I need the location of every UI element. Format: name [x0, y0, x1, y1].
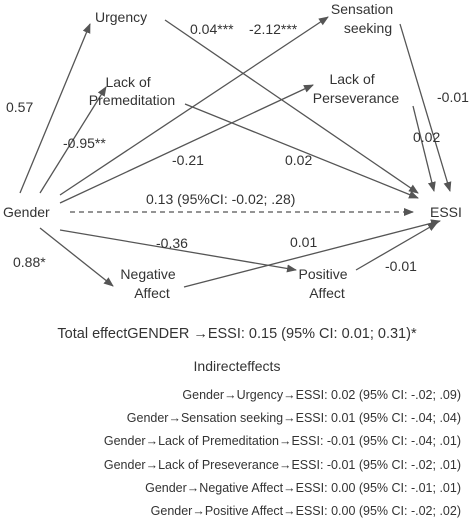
coef-gender-sensation-seeking: -2.12*** [249, 21, 298, 37]
mediation-diagram: Gender ESSI Urgency Sensation seeking La… [3, 1, 469, 301]
node-negative-affect-line1: Negative [120, 266, 175, 282]
node-negative-affect-line2: Affect [134, 285, 170, 301]
node-lack-of-perseverance-line1: Lack of [329, 71, 374, 87]
node-essi: ESSI [430, 204, 462, 220]
arrow-premeditation-essi [184, 103, 419, 199]
node-lack-of-premeditation-line1: Lack of [105, 74, 150, 90]
node-lack-of-premeditation: Lack of Premeditation [89, 74, 175, 108]
node-lack-of-perseverance: Lack of Perseverance [313, 71, 400, 106]
path-arrows [19, 16, 452, 288]
coef-gender-perseverance: -0.21 [172, 152, 204, 168]
arrow-gender-negative-affect [39, 227, 114, 287]
node-labels: Gender ESSI Urgency Sensation seeking La… [3, 1, 462, 301]
coef-negative-affect-essi: 0.01 [290, 234, 317, 250]
arrow-negative-affect-essi [183, 219, 441, 288]
node-sensation-seeking: Sensation seeking [331, 1, 397, 36]
coef-premeditation-essi: 0.02 [285, 152, 312, 168]
indirect-effects-title: Indirecteffects [193, 358, 281, 374]
node-urgency: Urgency [95, 9, 147, 25]
node-lack-of-premeditation-line2: Premeditation [89, 92, 175, 108]
coef-gender-premeditation: -0.95** [63, 135, 106, 151]
coef-perseverance-essi: 0.02 [413, 129, 440, 145]
total-effect: Total effectGENDER →ESSI: 0.15 (95% CI: … [57, 326, 417, 342]
arrow-perseverance-essi [412, 105, 436, 192]
coef-positive-affect-essi: -0.01 [385, 258, 417, 274]
arrow-gender-urgency [19, 23, 91, 194]
indirect-effect-urgency: Gender→Urgency→ESSI: 0.02 (95% CI: -.02;… [182, 388, 461, 402]
coef-gender-positive-affect: -0.36 [156, 235, 188, 251]
arrow-positive-affect-essi [355, 222, 438, 271]
indirect-effect-premeditation: Gender→Lack of Premeditation→ESSI: -0.01… [103, 434, 461, 449]
coef-urgency-essi: 0.04*** [190, 21, 234, 37]
path-coefficients: 0.57 -0.95** 0.88* -2.12*** -0.21 -0.36 … [6, 21, 469, 274]
coef-gender-urgency: 0.57 [6, 99, 33, 115]
coef-gender-negative-affect: 0.88* [13, 254, 46, 270]
indirect-effect-positive-affect: Gender→Positive Affect→ESSI: 0.00 (95% C… [150, 503, 461, 518]
arrow-gender-perseverance [59, 84, 314, 204]
node-sensation-seeking-line2: seeking [344, 20, 392, 36]
arrow-gender-positive-affect [59, 229, 297, 273]
indirect-effect-perseverance: Gender→Lack of Preseverance→ESSI: -0.01 … [103, 457, 461, 472]
node-negative-affect: Negative Affect [120, 266, 179, 301]
coef-direct-gender-essi: 0.13 (95%CI: -0.02; .28) [146, 191, 295, 207]
arrow-urgency-essi [164, 19, 419, 194]
arrow-sensation-seeking-essi [399, 23, 452, 192]
arrow-gender-premeditation [39, 86, 107, 194]
node-positive-affect-line1: Positive [299, 266, 348, 282]
node-lack-of-perseverance-line2: Perseverance [313, 90, 400, 106]
node-gender: Gender [3, 204, 50, 220]
coef-sensation-seeking-essi: -0.01 [437, 89, 469, 105]
indirect-effect-negative-affect: Gender→Negative Affect→ESSI: 0.00 (95% C… [145, 480, 461, 495]
node-positive-affect: Positive Affect [299, 266, 352, 301]
indirect-effect-sensation-seeking: Gender→Sensation seeking→ESSI: 0.01 (95%… [126, 411, 461, 426]
arrow-gender-sensation-seeking [59, 16, 329, 196]
node-sensation-seeking-line1: Sensation [331, 1, 393, 17]
indirect-effects-list: Gender→Urgency→ESSI: 0.02 (95% CI: -.02;… [104, 384, 461, 523]
node-positive-affect-line2: Affect [309, 285, 345, 301]
